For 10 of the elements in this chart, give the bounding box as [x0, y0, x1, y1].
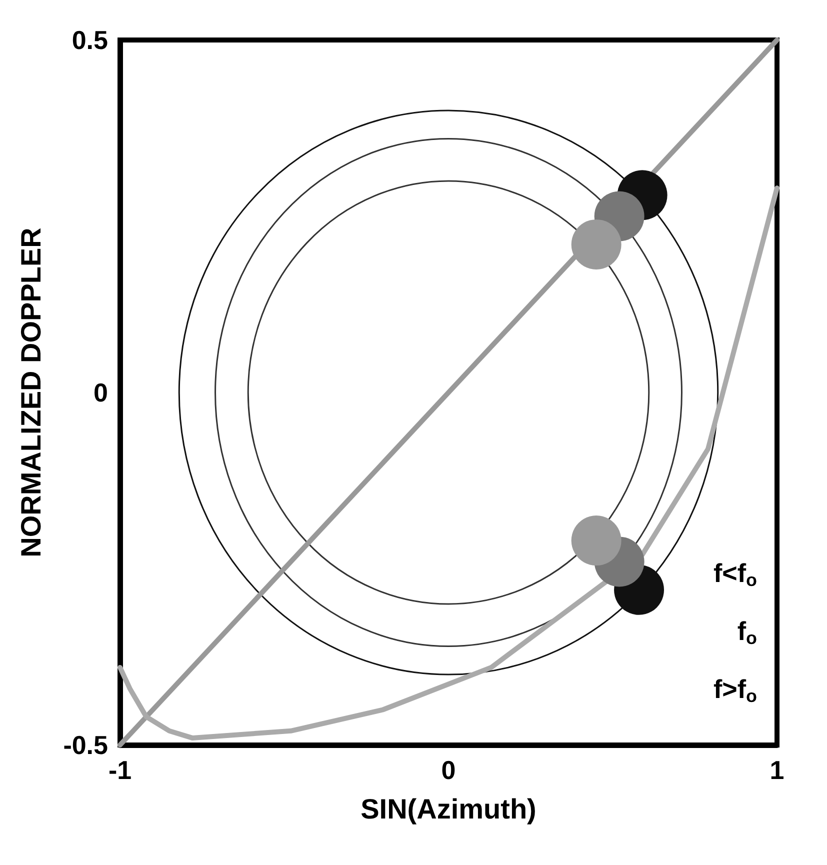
x-tick-label: -1: [108, 755, 132, 785]
y-tick-label: -0.5: [63, 730, 108, 760]
x-tick-label: 1: [770, 755, 784, 785]
x-tick-label: 0: [441, 755, 456, 785]
point: [571, 219, 622, 270]
x-axis-title: SIN(Azimuth): [360, 794, 536, 824]
y-axis-title: NORMALIZED DOPPLER: [16, 228, 46, 558]
y-tick-label: 0: [94, 378, 108, 408]
y-tick-label: 0.5: [72, 25, 108, 55]
point: [571, 516, 622, 566]
